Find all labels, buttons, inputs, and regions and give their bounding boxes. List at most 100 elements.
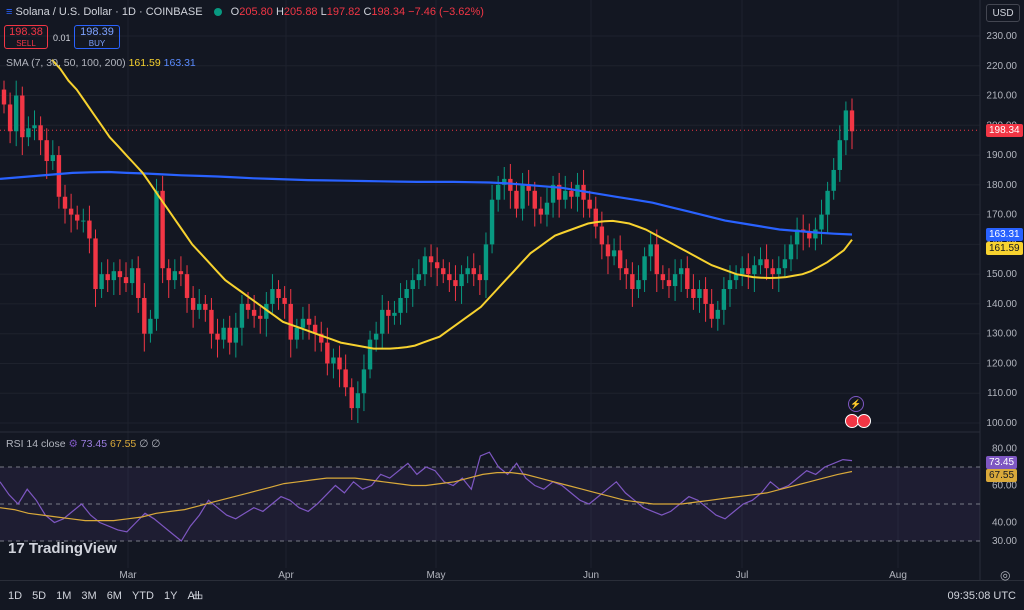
candle-body: [514, 190, 519, 209]
symbol-title[interactable]: Solana / U.S. Dollar · 1D · COINBASE: [15, 6, 203, 18]
candle-body: [758, 259, 763, 266]
menu-icon[interactable]: ≡: [6, 6, 13, 18]
sma-yellow-line: [51, 59, 853, 350]
event-icons[interactable]: ⚡: [845, 396, 871, 431]
candle-body: [392, 312, 397, 316]
candle-body: [197, 303, 202, 310]
candle-body: [837, 140, 842, 170]
candle-body: [489, 199, 495, 245]
candle-body: [709, 303, 714, 319]
candle-body: [343, 369, 348, 388]
last-price-tag: 198.34: [986, 124, 1023, 137]
candle-body: [831, 169, 836, 191]
candle-body: [398, 297, 403, 313]
rsi-legend[interactable]: RSI 14 close ⚙ 73.45 67.55 ∅ ∅: [6, 438, 161, 450]
calendar-icon[interactable]: ▭: [192, 589, 204, 603]
candle-body: [355, 393, 361, 409]
candle-body: [203, 303, 208, 310]
candle-body: [14, 95, 19, 132]
rsi-tag: 73.45: [986, 456, 1018, 469]
price-tick: 150.00: [986, 269, 1017, 280]
time-tick: Jun: [583, 570, 599, 581]
timeframe-3m[interactable]: 3M: [81, 590, 97, 602]
sell-label: SELL: [16, 39, 36, 48]
candle-body: [776, 268, 781, 275]
candle-body: [26, 128, 31, 138]
candle-body: [453, 280, 458, 287]
candle-body: [160, 190, 165, 269]
candle-body: [239, 303, 245, 328]
candle-body: [477, 274, 483, 281]
rsi-settings-icon[interactable]: ⚙: [68, 438, 78, 450]
candle-body: [733, 274, 739, 281]
candle-body: [349, 387, 354, 409]
candle-body: [746, 268, 751, 275]
candle-body: [550, 184, 556, 203]
candle-body: [99, 274, 104, 290]
timeframe-ytd[interactable]: YTD: [131, 590, 154, 602]
timeframe-1y[interactable]: 1Y: [163, 590, 178, 602]
candle-body: [209, 309, 214, 334]
candle-body: [306, 318, 312, 325]
candle-body: [380, 309, 385, 334]
candle-body: [556, 184, 562, 200]
timeframe-1m[interactable]: 1M: [56, 590, 72, 602]
candle-body: [178, 271, 184, 275]
price-tick: 100.00: [986, 418, 1017, 429]
candle-body: [685, 268, 690, 290]
candle-body: [367, 339, 373, 370]
rsi-ma-value: 67.55: [110, 438, 137, 450]
candle-body: [770, 268, 775, 275]
candle-body: [331, 357, 336, 364]
sell-button[interactable]: 198.38 SELL: [4, 25, 48, 49]
rsi-tick: 40.00: [992, 518, 1017, 529]
candle-body: [764, 259, 769, 269]
candle-body: [495, 184, 501, 200]
candle-body: [361, 369, 367, 394]
close-value: 198.34: [371, 6, 406, 18]
candle-body: [373, 333, 379, 340]
rsi-value: 73.45: [80, 438, 108, 450]
flag-icons[interactable]: [845, 414, 871, 431]
candle-body: [136, 268, 141, 298]
settings-gear-icon[interactable]: ◎: [1000, 568, 1011, 582]
candle-body: [752, 265, 757, 275]
candle-body: [794, 229, 800, 245]
candle-body: [32, 125, 37, 129]
candle-body: [81, 220, 86, 222]
candle-body: [428, 256, 434, 263]
currency-button[interactable]: USD: [986, 4, 1020, 22]
candle-body: [471, 268, 476, 275]
timeframe-all[interactable]: All: [187, 590, 200, 602]
spread-value: 0.01: [53, 33, 71, 43]
candle-body: [459, 274, 464, 287]
high-value: 205.88: [283, 6, 318, 18]
rsi-tick: 30.00: [992, 536, 1017, 547]
candle-body: [233, 327, 239, 343]
timeframe-5d[interactable]: 5D: [32, 590, 47, 602]
candle-body: [1, 89, 7, 105]
sell-price: 198.38: [9, 26, 43, 38]
price-tick: 110.00: [987, 388, 1017, 399]
candle-body: [672, 274, 678, 287]
candle-body: [288, 303, 293, 340]
rsi-tick: 80.00: [992, 444, 1017, 455]
rsi-tick: 60.00: [992, 481, 1017, 492]
candle-body: [154, 190, 159, 319]
timeframe-6m[interactable]: 6M: [106, 590, 122, 602]
candle-body: [483, 244, 489, 281]
candle-body: [544, 202, 550, 215]
candle-body: [105, 274, 110, 281]
buy-price: 198.39: [80, 26, 114, 38]
candle-body: [520, 184, 525, 209]
rsi-line: [0, 451, 853, 542]
sma-legend[interactable]: SMA (7, 30, 50, 100, 200) 161.59 163.31: [6, 57, 196, 69]
lightning-icon[interactable]: ⚡: [848, 396, 864, 412]
buy-button[interactable]: 198.39 BUY: [74, 25, 120, 49]
bottom-toolbar: [0, 580, 1024, 610]
timeframe-1d[interactable]: 1D: [8, 590, 23, 602]
time-tick: Mar: [119, 570, 137, 581]
candle-body: [215, 333, 220, 340]
candle-body: [605, 244, 611, 257]
